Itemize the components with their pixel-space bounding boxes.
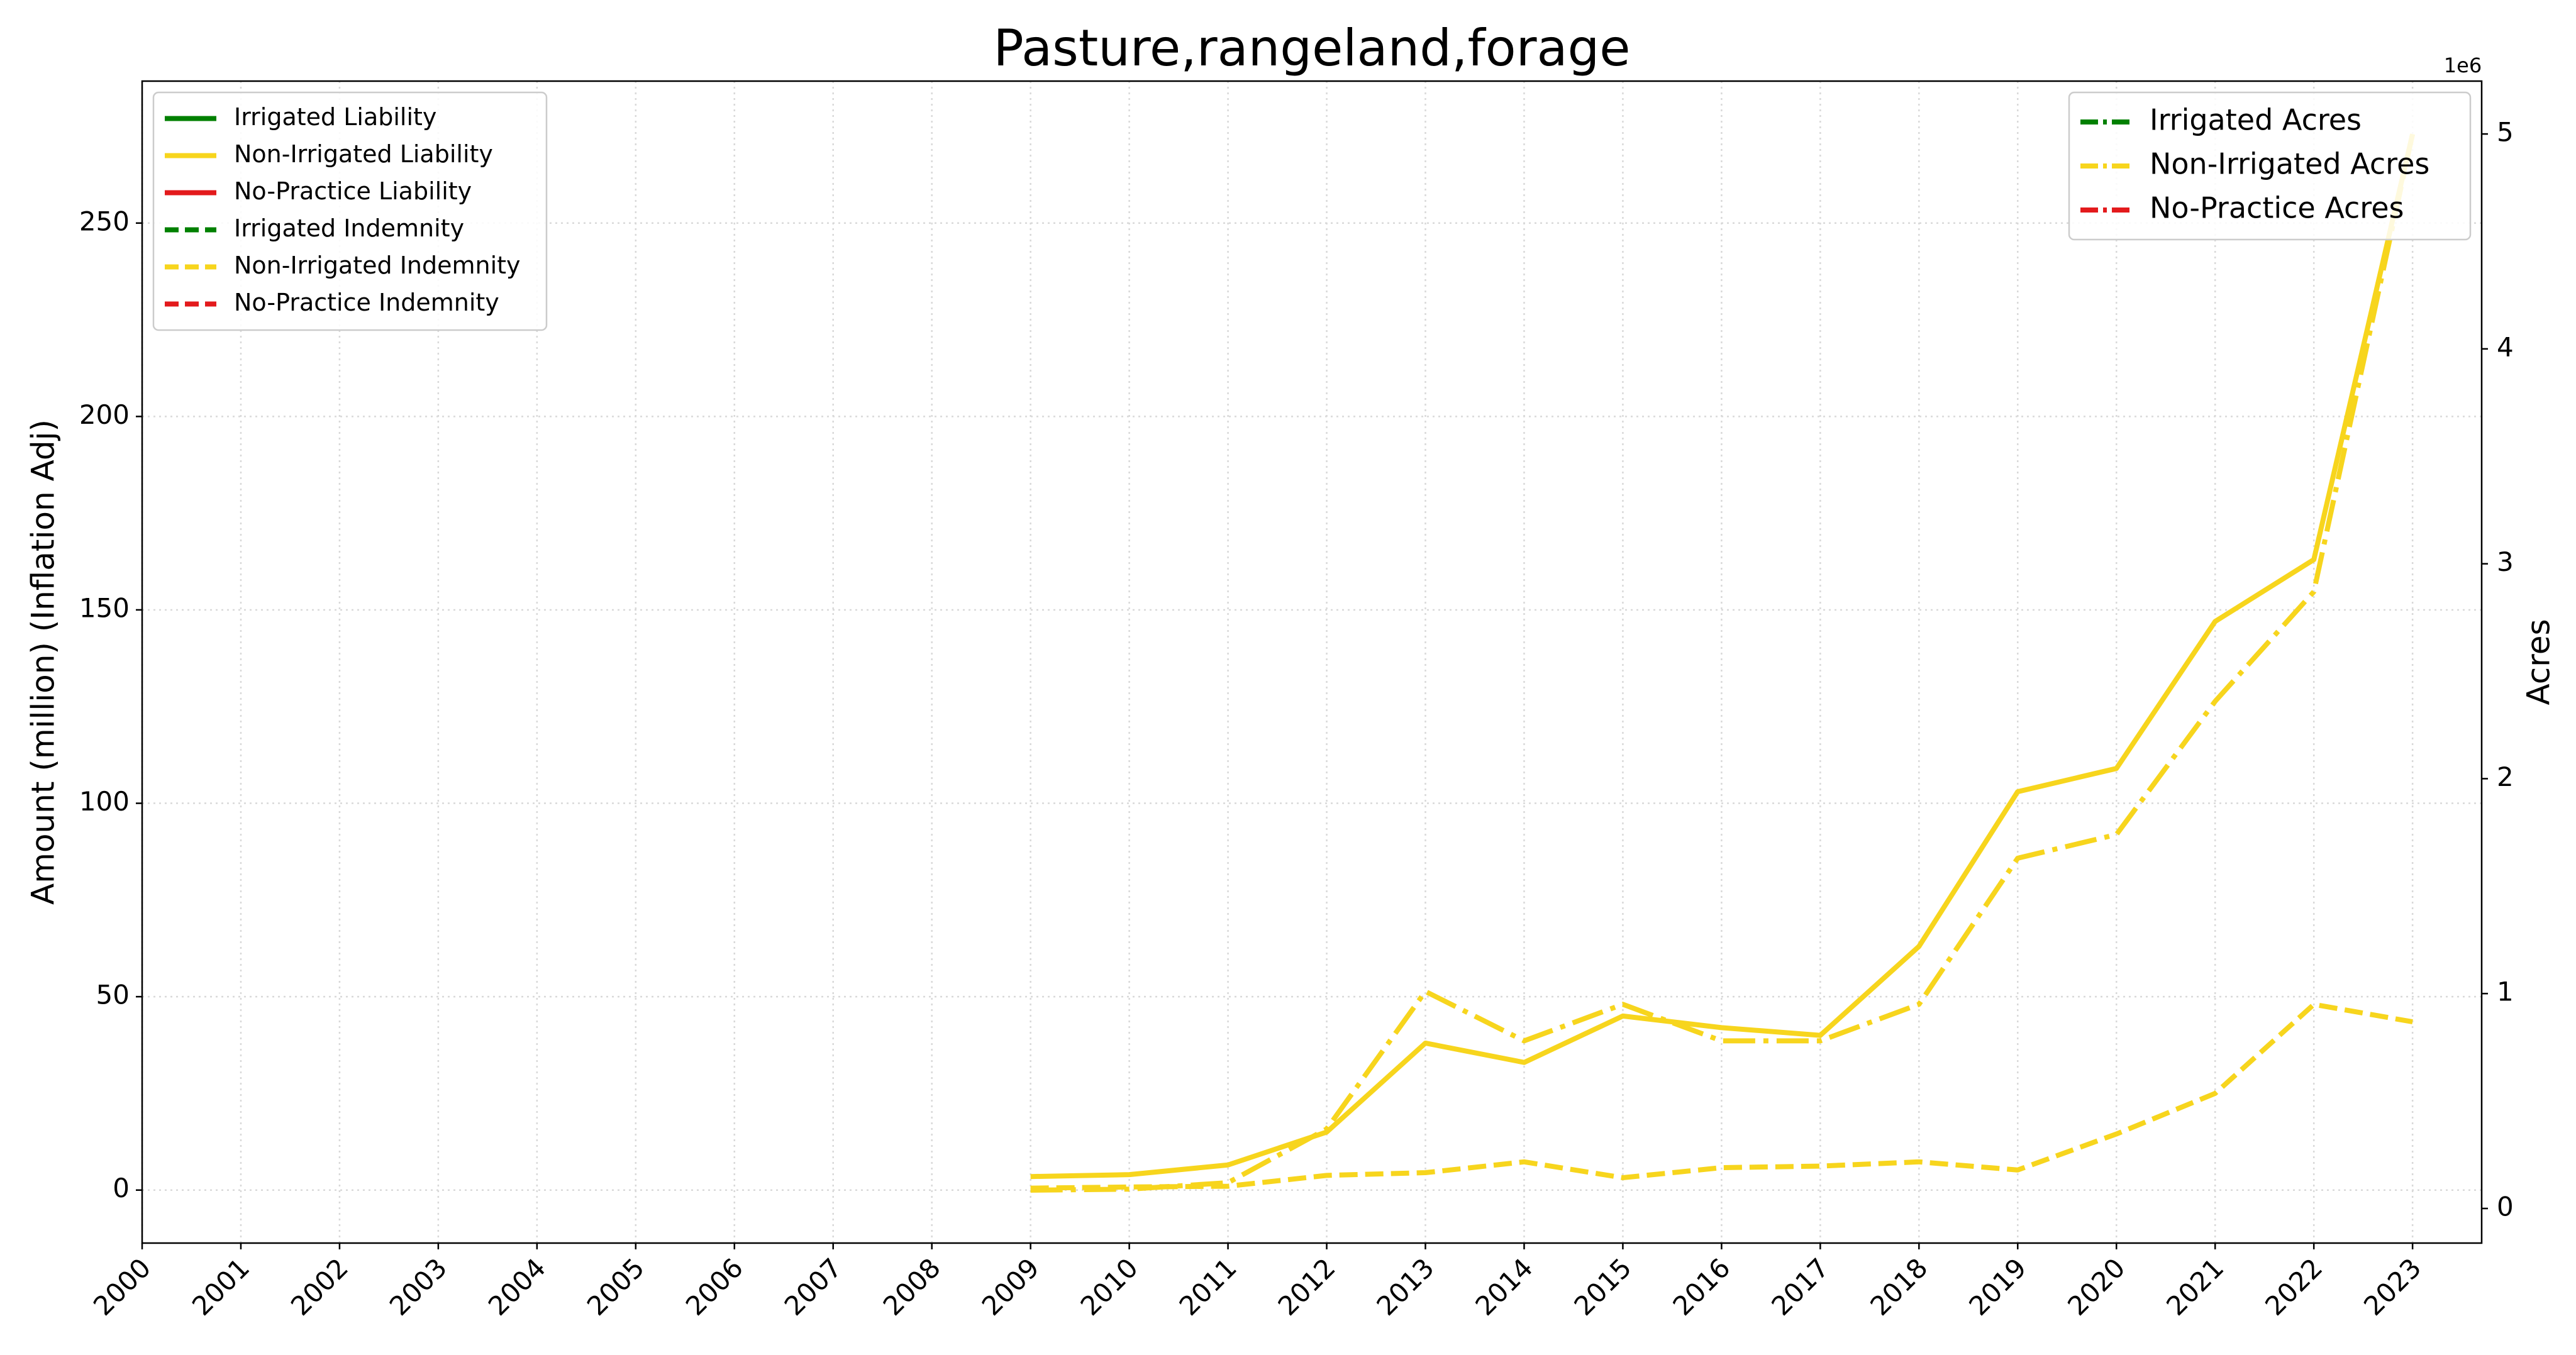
legend-label: Non-Irrigated Acres	[2150, 147, 2429, 181]
legend-label: No-Practice Liability	[234, 177, 472, 205]
y2-offset-label: 1e6	[2444, 53, 2482, 77]
y2-axis-label: Acres	[2521, 619, 2557, 705]
legend-label: Non-Irrigated Indemnity	[234, 252, 521, 279]
y2-tick-label: 3	[2497, 546, 2514, 577]
legend-label: No-Practice Indemnity	[234, 289, 499, 316]
plot-frame	[141, 80, 2483, 1244]
legend-label: Irrigated Liability	[234, 103, 436, 131]
y-tick-label: 200	[79, 399, 130, 430]
y2-tick-label: 2	[2497, 761, 2514, 792]
y2-tick-label: 1	[2497, 976, 2514, 1007]
y2-tick-label: 0	[2497, 1191, 2514, 1222]
legend-label: Irrigated Acres	[2150, 103, 2362, 137]
legend-box	[152, 91, 548, 331]
series-line	[1030, 1002, 2413, 1191]
y-tick-label: 0	[113, 1173, 130, 1203]
legend-label: Non-Irrigated Liability	[234, 140, 493, 168]
y-tick-label: 50	[96, 980, 130, 1010]
y-tick-label: 150	[79, 592, 130, 623]
legend-label: Irrigated Indemnity	[234, 214, 464, 242]
series-line	[1030, 133, 2416, 1193]
y-axis-label: Amount (million) (Inflation Adj)	[25, 419, 62, 905]
series-line	[1030, 133, 2416, 1180]
y-tick-label: 250	[79, 206, 130, 236]
chart-title: Pasture,rangeland,forage	[993, 19, 1630, 77]
y-tick-label: 100	[79, 786, 130, 817]
legend-box	[2068, 91, 2472, 241]
legend-label: No-Practice Acres	[2150, 191, 2404, 225]
y2-tick-label: 5	[2497, 117, 2514, 148]
y2-tick-label: 4	[2497, 331, 2514, 362]
